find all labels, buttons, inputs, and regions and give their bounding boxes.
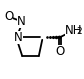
Text: NH: NH [65, 24, 82, 36]
Text: N: N [17, 15, 26, 28]
Text: 2: 2 [76, 27, 82, 36]
Text: O: O [4, 10, 13, 23]
Text: N: N [14, 31, 23, 44]
Text: O: O [56, 45, 65, 58]
